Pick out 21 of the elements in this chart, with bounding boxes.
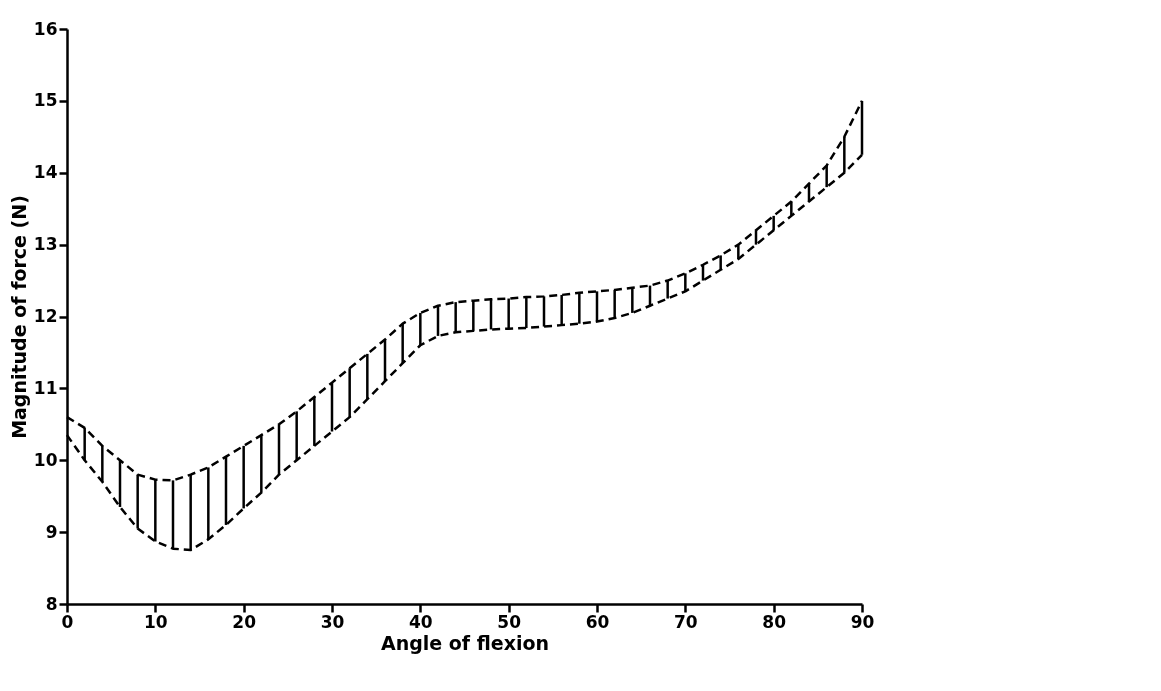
y-tick-label: 10 (33, 449, 58, 470)
x-tick-label: 20 (232, 611, 257, 632)
y-tick-label: 14 (33, 162, 58, 183)
y-tick-label: 8 (45, 593, 58, 614)
y-tick-label: 9 (45, 521, 58, 542)
x-tick-label: 0 (61, 611, 74, 632)
x-tick-label: 30 (320, 611, 345, 632)
x-axis-title: Angle of flexion (380, 631, 550, 654)
y-tick-label: 13 (33, 234, 58, 255)
x-tick-label: 40 (409, 611, 433, 632)
y-tick-label: 16 (33, 18, 58, 39)
y-axis-title: Magnitude of force (N) (7, 195, 30, 439)
x-tick-label: 10 (144, 611, 168, 632)
x-tick-label: 50 (497, 611, 522, 632)
x-tick-label: 90 (850, 611, 875, 632)
x-tick-label: 70 (674, 611, 698, 632)
y-tick-label: 15 (33, 90, 58, 111)
x-tick-label: 60 (585, 611, 610, 632)
y-tick-label: 12 (33, 306, 58, 326)
x-tick-label: 80 (762, 611, 787, 632)
y-tick-label: 11 (33, 377, 58, 398)
